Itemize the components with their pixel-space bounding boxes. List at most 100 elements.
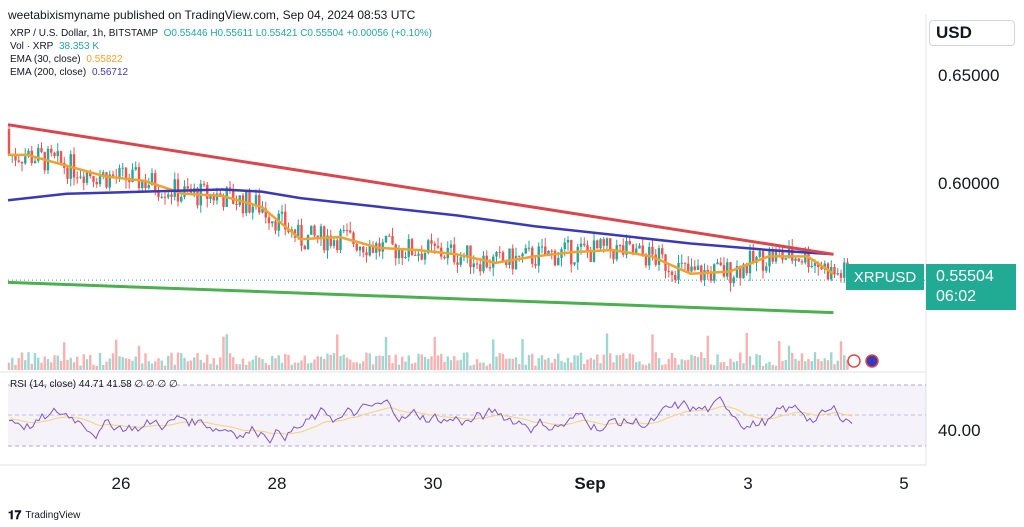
candle-body bbox=[167, 194, 170, 198]
candle-body bbox=[196, 188, 199, 206]
candle-body bbox=[404, 256, 407, 258]
volume-bar bbox=[635, 362, 638, 370]
candle-body bbox=[550, 250, 553, 252]
tradingview-logo[interactable]: 𝟏𝟕 TradingView bbox=[8, 508, 80, 523]
symbol-price-tag: XRPUSD bbox=[846, 264, 924, 290]
candle-body bbox=[579, 243, 583, 247]
volume-bar bbox=[534, 365, 537, 370]
volume-bar bbox=[134, 356, 137, 370]
volume-bar bbox=[209, 363, 212, 370]
volume-bar bbox=[667, 359, 670, 370]
candle-body bbox=[157, 190, 160, 197]
candle-body bbox=[264, 208, 267, 218]
volume-bar bbox=[280, 362, 284, 370]
volume-bar bbox=[722, 362, 726, 370]
ema200-legend[interactable]: EMA (200, close) 0.56712 bbox=[10, 67, 128, 78]
ema200-value: 0.56712 bbox=[91, 67, 129, 78]
volume-bar bbox=[583, 363, 586, 370]
volume-bar bbox=[550, 362, 553, 370]
volume-bar bbox=[830, 352, 833, 370]
candle-body bbox=[336, 240, 339, 251]
candle-body bbox=[540, 246, 544, 248]
candle-body bbox=[66, 167, 69, 179]
candle-body bbox=[206, 184, 209, 199]
candle-body bbox=[319, 226, 323, 239]
volume-bar bbox=[797, 360, 800, 370]
candle-body bbox=[583, 243, 586, 246]
volume-bar bbox=[511, 358, 514, 370]
ema30-line bbox=[8, 153, 835, 275]
rsi-legend[interactable]: RSI (14, close) 44.71 41.58 ∅ ∅ ∅ ∅ bbox=[10, 379, 178, 390]
volume-bar bbox=[605, 333, 609, 370]
candle-body bbox=[735, 265, 739, 278]
candle-body bbox=[56, 151, 59, 157]
currency-selector[interactable]: USD bbox=[929, 20, 1015, 46]
candle-body bbox=[716, 262, 719, 265]
volume-bar bbox=[742, 363, 745, 370]
volume-bar bbox=[102, 364, 105, 370]
volume-bar bbox=[63, 342, 66, 370]
candle-body bbox=[339, 230, 342, 251]
rsi-line bbox=[8, 396, 853, 444]
candle-body bbox=[430, 240, 433, 244]
ema30-value: 0.55822 bbox=[86, 54, 123, 65]
volume-bar bbox=[17, 358, 20, 370]
candle-body bbox=[98, 176, 102, 185]
volume-bar bbox=[657, 358, 661, 370]
volume-bar bbox=[774, 365, 778, 370]
candle-body bbox=[518, 255, 521, 257]
date-tick-3: 3 bbox=[743, 474, 753, 493]
candle-body bbox=[576, 246, 579, 263]
volume-bar bbox=[745, 332, 748, 370]
bar-countdown: 06:02 bbox=[936, 288, 977, 305]
last-price: 0.55504 bbox=[936, 268, 994, 285]
symbol-legend[interactable]: XRP / U.S. Dollar, 1h, BITSTAMP O0.55446… bbox=[10, 28, 432, 39]
volume-bar bbox=[674, 357, 677, 370]
candle-body bbox=[726, 262, 729, 277]
candle-body bbox=[228, 187, 232, 190]
candle-body bbox=[108, 174, 111, 188]
candle-body bbox=[807, 250, 810, 268]
candle-body bbox=[674, 275, 677, 280]
candle-body bbox=[482, 255, 485, 272]
candle-body bbox=[791, 247, 794, 261]
volume-bar bbox=[846, 359, 849, 370]
candle-body bbox=[59, 151, 63, 163]
candle-body bbox=[131, 169, 134, 182]
volume-bar bbox=[579, 352, 583, 370]
candle-body bbox=[521, 253, 524, 257]
candle-body bbox=[27, 150, 30, 157]
volume-bar bbox=[82, 354, 85, 370]
volume-legend[interactable]: Vol · XRP 38.353 K bbox=[10, 41, 99, 52]
volume-bar bbox=[622, 353, 625, 370]
candle-body bbox=[7, 129, 11, 156]
volume-bar bbox=[150, 363, 154, 370]
candle-body bbox=[784, 257, 787, 260]
candle-body bbox=[488, 267, 492, 269]
volume-bar bbox=[462, 352, 466, 370]
volume-bar bbox=[475, 359, 479, 370]
volume-bar bbox=[696, 357, 700, 370]
volume-bar bbox=[609, 353, 612, 370]
volume-bar bbox=[69, 357, 72, 370]
volume-bar bbox=[258, 357, 261, 370]
candle-body bbox=[394, 244, 397, 259]
volume-bar bbox=[794, 358, 797, 370]
date-tick-5: 5 bbox=[899, 474, 909, 493]
volume-bar bbox=[144, 353, 147, 370]
ema30-legend[interactable]: EMA (30, close) 0.55822 bbox=[10, 54, 123, 65]
candle-body bbox=[95, 181, 98, 185]
volume-bar bbox=[89, 354, 92, 370]
candle-body bbox=[85, 171, 89, 183]
volume-bar bbox=[586, 359, 589, 370]
volume-bar bbox=[729, 358, 732, 370]
volume-bar bbox=[547, 357, 550, 370]
volume-bar bbox=[414, 362, 417, 370]
volume-bar bbox=[553, 358, 557, 370]
volume-bar bbox=[141, 363, 144, 370]
candle-body bbox=[449, 244, 453, 248]
volume-bar bbox=[807, 358, 810, 370]
volume-bar bbox=[407, 355, 410, 370]
candle-body bbox=[202, 183, 206, 185]
